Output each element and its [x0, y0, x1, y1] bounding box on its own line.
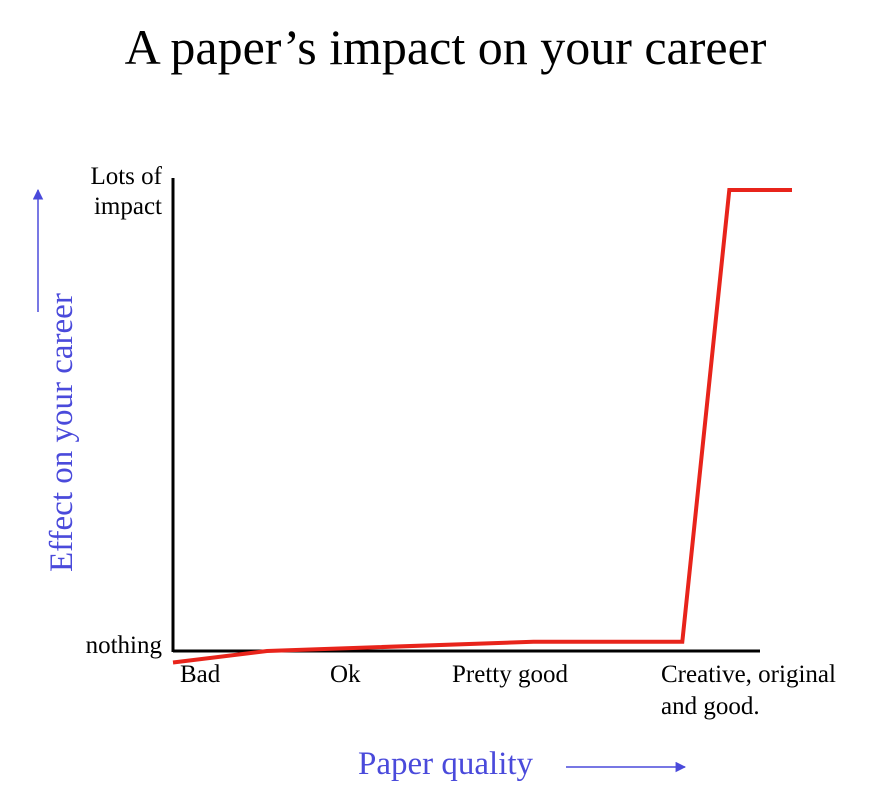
x-tick-label: Ok: [330, 661, 361, 688]
x-tick-labels: Bad Ok Pretty good Creative, original and go…: [180, 661, 836, 720]
x-tick-label: Bad: [180, 661, 221, 688]
page-title: A paper’s impact on your career: [124, 19, 767, 75]
x-tick-label: Creative, original and good.: [661, 661, 836, 720]
impact-line: [172, 188, 792, 665]
y-tick-labels: nothing Lots of impact: [86, 163, 163, 659]
y-tick-label: nothing: [86, 632, 163, 659]
y-tick-label: Lots of impact: [90, 163, 162, 220]
x-axis-title: Paper quality: [358, 746, 534, 782]
x-tick-label: Pretty good: [452, 661, 568, 688]
y-axis-title: Effect on your career: [44, 293, 80, 572]
